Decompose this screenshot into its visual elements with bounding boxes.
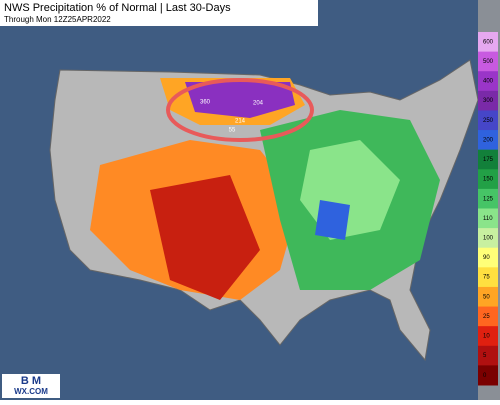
subtitle: Through Mon 12Z25APR2022 bbox=[4, 15, 111, 24]
colorbar-swatch bbox=[478, 306, 498, 327]
map-value-label: 55 bbox=[229, 128, 236, 134]
logo-site: WX.COM bbox=[14, 387, 48, 396]
very-dry-region bbox=[150, 175, 260, 300]
colorbar-swatch bbox=[478, 345, 498, 366]
colorbar-swatch bbox=[478, 32, 498, 53]
colorbar-label: 90 bbox=[483, 255, 490, 261]
colorbar-label: 50 bbox=[483, 294, 490, 300]
colorbar-label: 250 bbox=[483, 118, 494, 124]
map-labels: 360 204 214 55 bbox=[200, 100, 264, 134]
logo-box bbox=[2, 374, 60, 398]
logo-name: B M bbox=[21, 375, 41, 387]
colorbar-label: 125 bbox=[483, 196, 494, 202]
title-box bbox=[0, 0, 318, 26]
map-value-label: 204 bbox=[253, 101, 264, 107]
colorbar-swatch bbox=[478, 326, 498, 347]
colorbar-label: 25 bbox=[483, 314, 490, 320]
colorbar-label: 400 bbox=[483, 79, 494, 85]
colorbar-label: 600 bbox=[483, 39, 494, 45]
map-value-label: 360 bbox=[200, 100, 211, 106]
colorbar-label: 500 bbox=[483, 59, 494, 65]
colorbar: 6005004003002502001751501251101009075502… bbox=[478, 32, 498, 386]
colorbar-label: 200 bbox=[483, 137, 494, 143]
colorbar-swatch bbox=[478, 365, 498, 386]
colorbar-swatch bbox=[478, 188, 498, 209]
colorbar-swatch bbox=[478, 286, 498, 308]
colorbar-label: 175 bbox=[483, 157, 494, 163]
colorbar-label: 10 bbox=[483, 334, 490, 340]
colorbar-swatch bbox=[478, 110, 498, 131]
colorbar-label: 300 bbox=[483, 98, 494, 104]
colorbar-label: 5 bbox=[483, 353, 487, 359]
colorbar-swatch bbox=[478, 130, 498, 151]
colorbar-label: 0 bbox=[483, 373, 487, 379]
colorbar-swatch bbox=[478, 247, 498, 268]
colorbar-swatch bbox=[478, 208, 498, 229]
highlight-circle bbox=[166, 78, 314, 142]
title: NWS Precipitation % of Normal | Last 30-… bbox=[4, 2, 231, 14]
colorbar-swatch bbox=[478, 149, 498, 170]
colorbar-label: 100 bbox=[483, 235, 494, 241]
colorbar-swatch bbox=[478, 169, 498, 190]
colorbar-swatch bbox=[478, 71, 498, 92]
colorbar-label: 150 bbox=[483, 177, 494, 183]
colorbar-label: 110 bbox=[483, 216, 493, 222]
colorbar-swatch bbox=[478, 228, 498, 249]
colorbar-swatch bbox=[478, 90, 498, 111]
wet-pocket bbox=[315, 200, 350, 240]
colorbar-swatch bbox=[478, 51, 498, 72]
colorbar-label: 75 bbox=[483, 275, 490, 281]
colorbar-swatch bbox=[478, 267, 498, 288]
map-value-label: 214 bbox=[235, 119, 246, 125]
northern-plains-wet bbox=[185, 82, 295, 118]
